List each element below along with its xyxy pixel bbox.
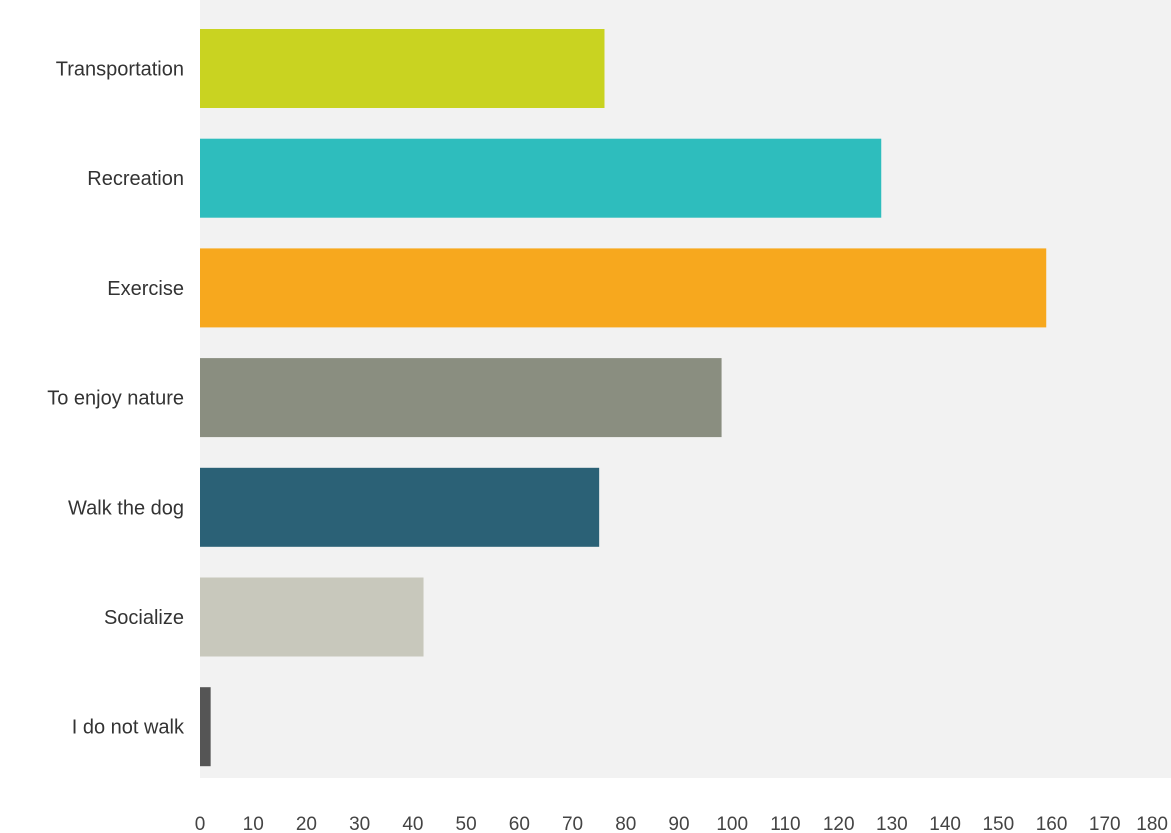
x-tick-label: 110 [770,814,800,833]
x-tick-label: 0 [195,814,206,833]
category-label: Walk the dog [68,497,184,519]
x-tick-label: 120 [823,814,855,833]
x-tick-label: 180 [1136,814,1168,833]
x-tick-label: 40 [402,814,423,833]
bar-i-do-not-walk [200,687,211,767]
x-tick-label: 20 [296,814,317,833]
category-label: Recreation [87,168,184,190]
category-label: I do not walk [72,717,185,739]
bar-transportation [200,29,605,108]
x-tick-label: 170 [1089,814,1121,833]
category-label: Transportation [56,59,184,81]
category-label: Socialize [104,607,184,629]
bar-walk-the-dog [200,467,600,547]
x-tick-label: 80 [615,814,636,833]
bars-group [200,29,1047,767]
x-tick-label: 70 [562,814,583,833]
category-label: Exercise [107,278,184,300]
category-labels-group: Transportation Recreation Exercise To enjoy… [47,59,185,739]
x-tick-label: 100 [716,814,748,833]
x-tick-labels-group: 0 10 20 30 40 50 60 70 80 90 100 110 120 130 140 150 160… [195,814,1168,833]
bar-to-enjoy-nature [200,358,722,438]
x-tick-label: 10 [243,814,264,833]
x-tick-label: 150 [982,814,1014,833]
x-tick-label: 60 [509,814,530,833]
bar-socialize [200,577,424,657]
bar-exercise [200,248,1047,328]
category-label: To enjoy nature [47,388,184,410]
x-tick-label: 160 [1036,814,1068,833]
bar-recreation [200,138,882,218]
x-tick-label: 90 [668,814,689,833]
x-tick-label: 130 [876,814,908,833]
x-tick-label: 140 [929,814,961,833]
x-tick-label: 30 [349,814,370,833]
x-tick-label: 50 [456,814,477,833]
